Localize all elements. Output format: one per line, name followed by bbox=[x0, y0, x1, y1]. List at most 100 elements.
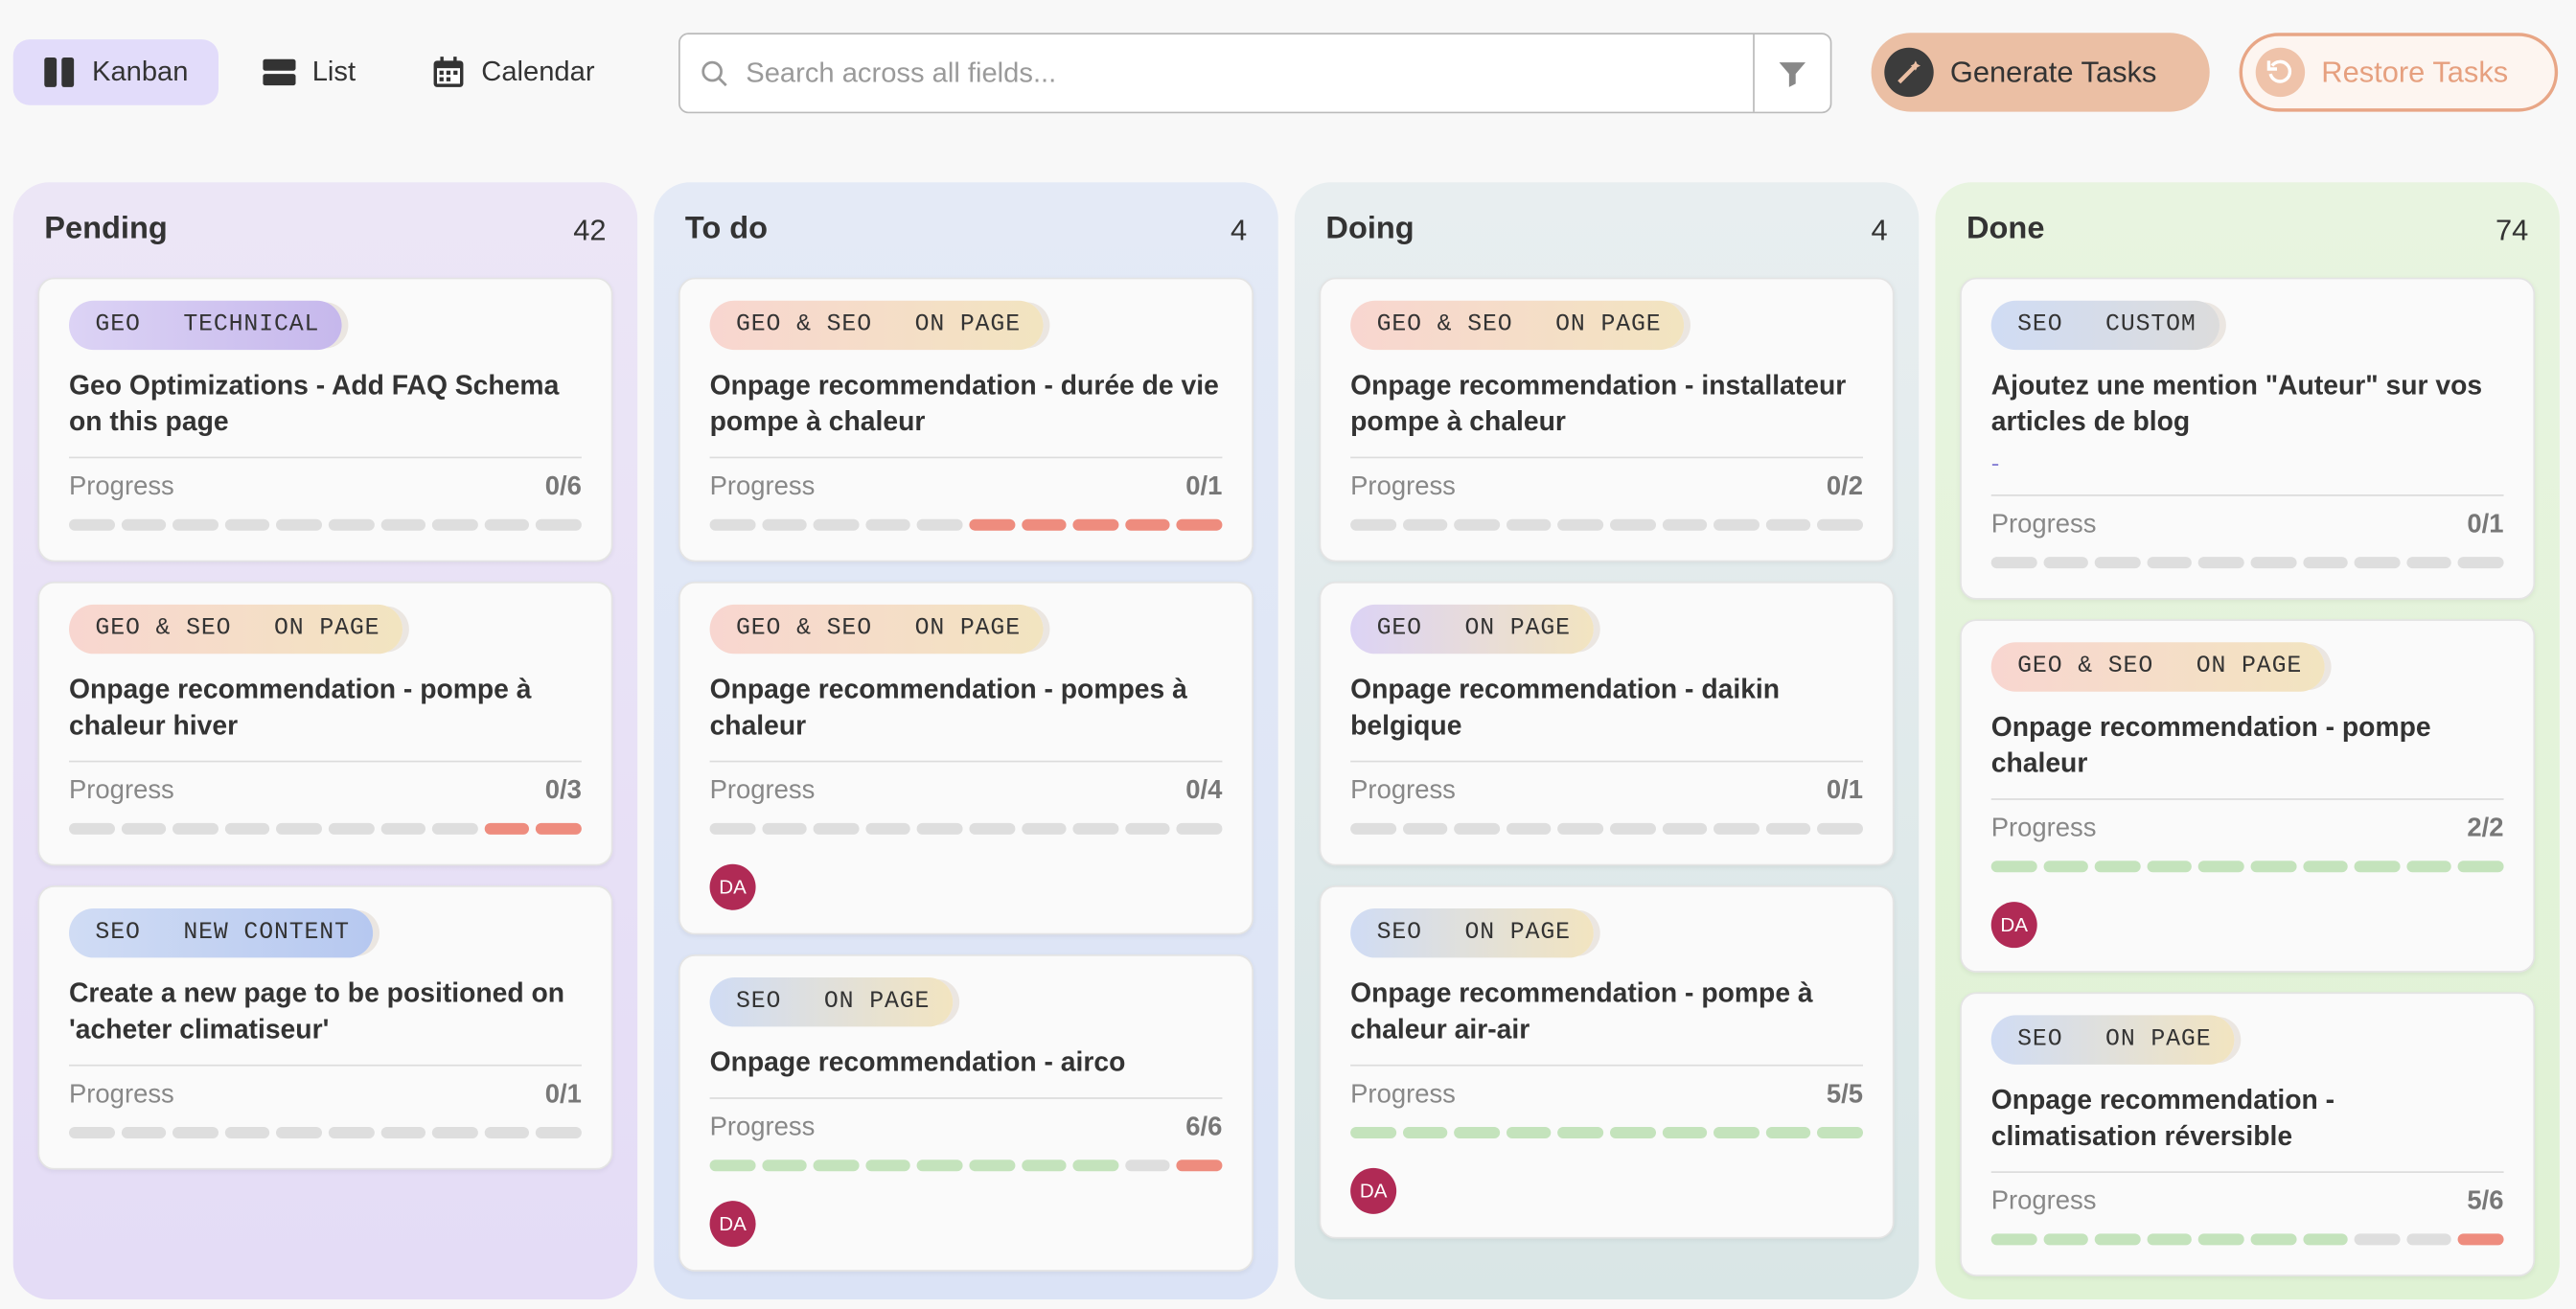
generate-button[interactable]: Generate Tasks bbox=[1871, 33, 2210, 112]
progress-label: Progress bbox=[709, 472, 816, 501]
progress-row: Progress 0/1 bbox=[1350, 777, 1863, 807]
progress-label: Progress bbox=[1350, 1081, 1456, 1110]
generate-icon bbox=[1884, 47, 1934, 98]
task-card[interactable]: SEO ON PAGE Onpage recommendation - pompe … bbox=[1319, 885, 1895, 1239]
column: To do 4 GEO & SEO ON PAGE Onpage recommendat… bbox=[654, 182, 1278, 1299]
progress-row: Progress 6/6 bbox=[710, 1114, 1223, 1143]
task-card[interactable]: GEO & SEO ON PAGE Onpage recommendation - … bbox=[37, 581, 613, 866]
progress-segment bbox=[1021, 822, 1067, 835]
column-title: Done bbox=[1966, 212, 2045, 247]
task-card[interactable]: SEO NEW CONTENT Create a new page to be po… bbox=[37, 885, 613, 1170]
avatar: DA bbox=[1990, 902, 2037, 949]
progress-segment bbox=[224, 822, 270, 835]
tag: ON PAGE bbox=[914, 311, 1021, 339]
task-card[interactable]: GEO & SEO ON PAGE Onpage recommendation - … bbox=[678, 277, 1254, 563]
progress-segment bbox=[1662, 822, 1708, 835]
search-box[interactable]: Search across all fields... bbox=[678, 33, 1832, 114]
tag: GEO bbox=[95, 311, 141, 339]
progress-segment bbox=[1765, 822, 1811, 835]
card-title: Create a new page to be positioned on 'a… bbox=[69, 978, 565, 1045]
progress-bar bbox=[709, 518, 1223, 531]
task-card[interactable]: GEO TECHNICAL Geo Optimizations - Add FAQ … bbox=[37, 277, 613, 563]
progress-segment bbox=[2406, 557, 2452, 569]
avatar: DA bbox=[709, 1201, 756, 1248]
progress-segment bbox=[2198, 1233, 2244, 1246]
column-count: 74 bbox=[2495, 213, 2529, 246]
progress-segment bbox=[2042, 1233, 2089, 1246]
card-title: Onpage recommendation - pompes à chaleur bbox=[709, 675, 1187, 742]
progress-bar bbox=[69, 822, 582, 835]
progress-segment bbox=[121, 1127, 167, 1138]
progress-segment bbox=[1557, 822, 1604, 835]
progress-segment bbox=[1609, 1127, 1656, 1138]
tag: CUSTOM bbox=[2105, 311, 2196, 339]
separator bbox=[709, 456, 1223, 459]
view-label: List bbox=[311, 56, 356, 87]
progress-segment bbox=[69, 822, 115, 835]
view-tab[interactable]: List bbox=[233, 39, 385, 105]
progress-segment bbox=[1402, 1127, 1448, 1138]
progress-segment bbox=[2406, 861, 2452, 873]
task-card[interactable]: GEO & SEO ON PAGE Onpage recommendation - … bbox=[678, 581, 1254, 935]
progress-segment bbox=[2458, 861, 2504, 873]
task-card[interactable]: GEO & SEO ON PAGE Onpage recommendation - … bbox=[1960, 619, 2536, 973]
progress-segment bbox=[1557, 518, 1604, 531]
progress-segment bbox=[1990, 557, 2037, 569]
separator bbox=[1990, 494, 2504, 496]
progress-segment bbox=[1662, 1127, 1708, 1138]
progress-segment bbox=[432, 518, 478, 531]
progress-segment bbox=[328, 822, 375, 835]
progress-segment bbox=[1350, 1127, 1396, 1138]
progress-bar bbox=[1990, 1233, 2504, 1246]
calendar-icon bbox=[433, 57, 464, 87]
progress-value: 0/4 bbox=[1185, 776, 1223, 805]
progress-value: 0/1 bbox=[1185, 472, 1223, 501]
tag-pill: GEO & SEO ON PAGE bbox=[1350, 300, 1685, 351]
tag: GEO & SEO bbox=[95, 615, 232, 643]
task-card[interactable]: SEO ON PAGE Onpage recommendation - climat… bbox=[1960, 992, 2536, 1276]
card-list: SEO CUSTOM Ajoutez une mention "Auteur" su… bbox=[1960, 277, 2536, 1276]
progress-segment bbox=[813, 822, 860, 835]
progress-segment bbox=[1402, 518, 1448, 531]
filter-button[interactable] bbox=[1753, 34, 1830, 112]
task-card[interactable]: GEO ON PAGE Onpage recommendation - daikin… bbox=[1319, 581, 1895, 866]
tag-pill: GEO & SEO ON PAGE bbox=[1990, 642, 2326, 692]
progress-row: Progress 5/5 bbox=[1350, 1081, 1863, 1111]
tag-pill: SEO CUSTOM bbox=[1990, 300, 2220, 351]
progress-segment bbox=[2250, 557, 2296, 569]
progress-bar bbox=[1350, 1127, 1863, 1138]
separator bbox=[69, 1064, 582, 1067]
tag: SEO bbox=[2017, 311, 2063, 339]
progress-value: 0/2 bbox=[1826, 472, 1863, 501]
tag: ON PAGE bbox=[914, 615, 1021, 643]
column-count: 4 bbox=[1871, 213, 1888, 246]
progress-segment bbox=[2147, 557, 2193, 569]
progress-segment bbox=[1714, 1127, 1760, 1138]
progress-value: 5/6 bbox=[2467, 1187, 2504, 1216]
tag-pill: SEO ON PAGE bbox=[1350, 908, 1594, 958]
progress-segment bbox=[1506, 822, 1552, 835]
task-card[interactable]: GEO & SEO ON PAGE Onpage recommendation - … bbox=[1319, 277, 1895, 563]
progress-segment bbox=[2250, 861, 2296, 873]
separator bbox=[1350, 456, 1863, 459]
card-title: Onpage recommendation - airco bbox=[709, 1047, 1126, 1078]
separator bbox=[709, 1097, 1223, 1099]
restore-button[interactable]: Restore Tasks bbox=[2239, 33, 2559, 112]
view-tab[interactable]: Kanban bbox=[12, 39, 218, 105]
column-title: Doing bbox=[1325, 212, 1414, 247]
progress-value: 0/1 bbox=[544, 1081, 582, 1110]
progress-row: Progress 0/2 bbox=[1350, 473, 1863, 503]
task-card[interactable]: SEO CUSTOM Ajoutez une mention "Auteur" su… bbox=[1960, 277, 2536, 600]
progress-segment bbox=[2406, 1233, 2452, 1246]
progress-label: Progress bbox=[69, 472, 174, 501]
progress-label: Progress bbox=[1990, 1187, 2097, 1216]
progress-segment bbox=[2042, 557, 2089, 569]
card-title: Ajoutez une mention "Auteur" sur vos art… bbox=[1990, 371, 2483, 437]
progress-value: 2/2 bbox=[2467, 815, 2504, 843]
progress-value: 0/6 bbox=[544, 472, 582, 501]
view-tab[interactable]: Calendar bbox=[402, 39, 624, 105]
task-card[interactable]: SEO ON PAGE Onpage recommendation - airco P… bbox=[678, 954, 1254, 1272]
progress-segment bbox=[1072, 518, 1118, 531]
card-subtitle: - bbox=[1990, 449, 2000, 478]
list-icon bbox=[263, 58, 296, 86]
